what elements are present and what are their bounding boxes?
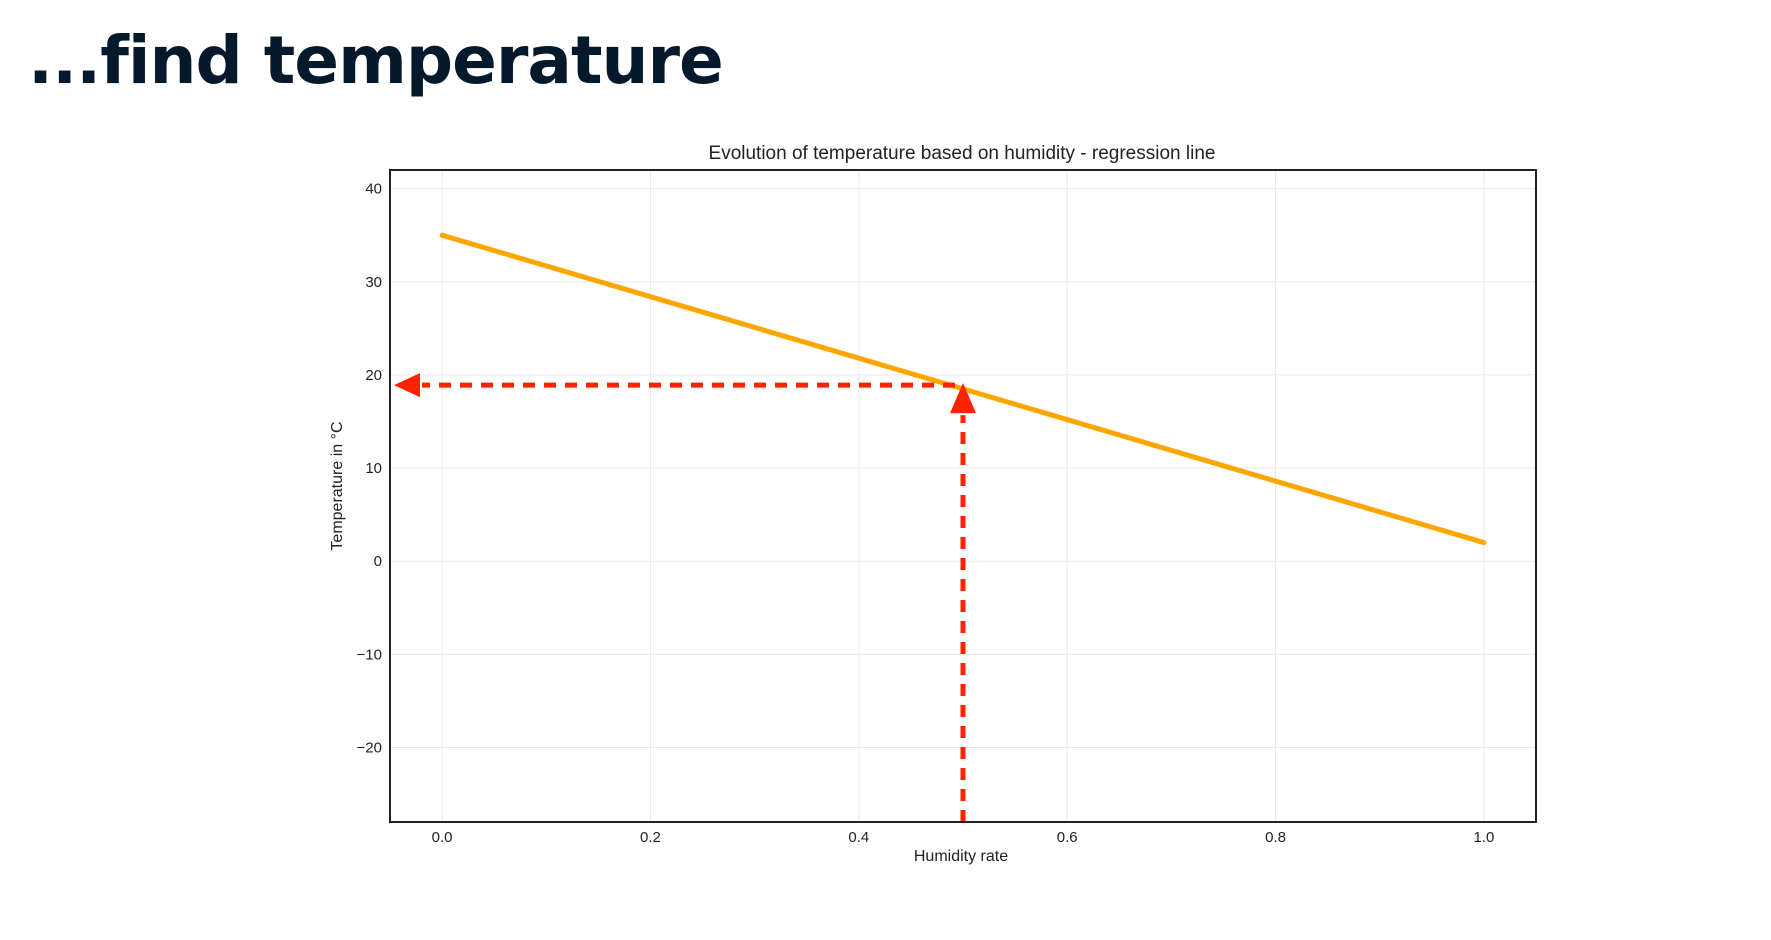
x-tick-label: 1.0 [1473,829,1494,846]
x-tick-label: 0.2 [640,829,661,846]
x-tick-label: 0.4 [848,829,869,846]
y-tick-label: 10 [365,460,382,477]
y-tick-label: 30 [365,274,382,291]
x-axis-label: Humidity rate [914,848,1008,865]
y-tick-label: 20 [365,367,382,384]
left-arrow-head [394,373,420,398]
plot-frame [389,169,1537,823]
chart-title: Evolution of temperature based on humidi… [709,143,1216,164]
annotation-layer [394,373,976,822]
y-axis-label: Temperature in °C [329,421,346,550]
slide-title: ...find temperature [28,22,724,99]
y-tick-label: 40 [365,181,382,198]
axis-ticks: 0.0 0.2 0.4 0.6 0.8 1.0 40 30 20 10 0 −10 −20 [357,181,1495,846]
y-tick-label: −10 [357,646,382,663]
up-arrow-head [950,383,976,414]
y-tick-label: 0 [374,553,382,570]
x-tick-label: 0.6 [1057,829,1078,846]
x-tick-label: 0.8 [1265,829,1286,846]
y-tick-label: −20 [357,739,382,756]
x-tick-label: 0.0 [432,829,453,846]
